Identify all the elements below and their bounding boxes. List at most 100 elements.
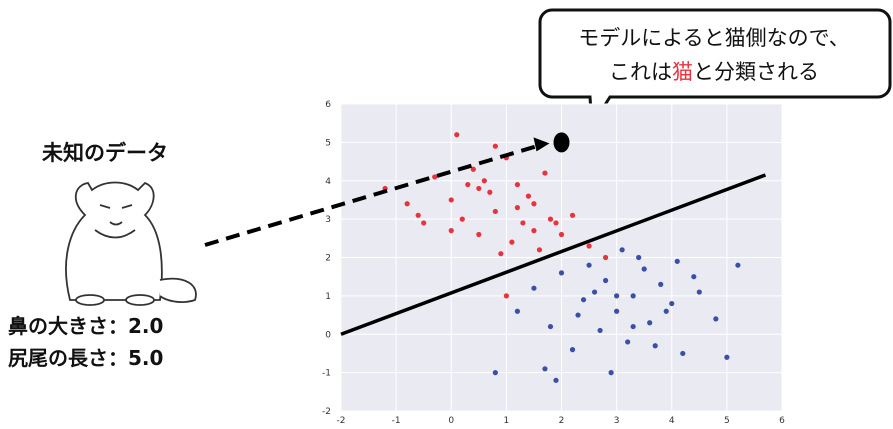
data-point <box>492 208 498 215</box>
data-point <box>696 289 702 295</box>
bubble-text: と分類される <box>693 60 819 84</box>
bubble-line1: モデルによると猫側なので、 <box>578 26 850 50</box>
data-point <box>558 231 565 238</box>
y-tick-label: 1 <box>325 292 331 302</box>
data-point <box>614 293 620 299</box>
x-tick-label: 1 <box>504 416 510 426</box>
data-point <box>603 254 609 261</box>
new-point <box>553 132 570 153</box>
arrow <box>204 143 541 247</box>
data-point <box>569 212 576 218</box>
data-point <box>514 181 521 188</box>
data-point <box>487 189 493 195</box>
data-point <box>415 212 421 218</box>
bubble-text: これは <box>609 60 672 84</box>
data-point <box>674 258 680 264</box>
data-point <box>432 174 438 180</box>
cat-illustration <box>65 181 197 306</box>
y-tick-label: 6 <box>325 100 331 110</box>
y-tick-label: -2 <box>322 407 331 417</box>
data-point <box>470 166 476 172</box>
data-point <box>603 277 609 284</box>
y-tick-label: -1 <box>322 369 331 379</box>
data-point <box>735 262 741 268</box>
data-point <box>465 181 471 188</box>
data-point <box>531 201 537 207</box>
scatter-plot: -2 -1 0 1 2 3 4 5 6 -2 -1 0 1 2 3 4 5 6 <box>322 100 785 426</box>
data-point <box>553 377 559 383</box>
data-point <box>481 178 487 184</box>
data-point <box>531 228 537 234</box>
data-point <box>514 205 521 211</box>
data-point <box>553 220 559 226</box>
y-tick-label: 5 <box>325 138 331 148</box>
data-point <box>514 308 521 314</box>
data-point <box>448 228 454 234</box>
data-point <box>625 339 631 345</box>
data-point <box>448 197 454 203</box>
data-point <box>459 216 465 222</box>
x-tick-label: 2 <box>559 416 565 426</box>
data-point <box>542 170 548 176</box>
x-tick-label: -2 <box>337 416 346 426</box>
unknown-label: 未知のデータ <box>42 141 168 165</box>
data-point <box>597 327 603 334</box>
data-point <box>492 143 498 149</box>
data-point <box>520 220 526 226</box>
y-tick-label: 4 <box>325 177 331 187</box>
data-point <box>691 274 697 280</box>
decision-boundary <box>340 173 767 336</box>
data-point <box>575 312 581 318</box>
data-point <box>713 316 719 322</box>
bubble-line2: これは猫と分類される <box>609 60 819 84</box>
data-point <box>421 220 427 226</box>
y-tick-label: 2 <box>325 254 331 264</box>
data-point <box>542 366 548 372</box>
data-point <box>580 297 587 303</box>
data-point <box>663 308 669 314</box>
data-point <box>531 285 537 291</box>
data-point <box>680 350 686 357</box>
data-point <box>652 343 658 349</box>
data-point <box>547 323 554 330</box>
data-point <box>509 239 515 245</box>
data-point <box>503 293 509 299</box>
data-point <box>454 132 460 138</box>
data-point <box>641 266 647 272</box>
data-point <box>647 320 653 326</box>
x-tick-label: 0 <box>448 416 454 426</box>
x-tick-label: 3 <box>614 416 620 426</box>
data-point <box>476 185 482 192</box>
data-point <box>630 293 636 299</box>
data-point <box>724 354 730 360</box>
x-tick-label: -1 <box>392 416 401 426</box>
data-point <box>614 308 620 314</box>
x-tick-label: 4 <box>669 416 675 426</box>
data-point <box>630 323 636 330</box>
data-point <box>404 201 410 207</box>
data-point <box>492 370 498 376</box>
feature-nose: 鼻の大きさ：2.0 <box>8 314 163 338</box>
feature-tail: 尻尾の長さ：5.0 <box>8 346 163 370</box>
bubble-highlight: 猫 <box>672 60 693 84</box>
data-point <box>498 251 504 257</box>
data-point <box>525 193 532 199</box>
x-tick-label: 5 <box>724 416 730 426</box>
y-tick-label: 0 <box>325 330 331 340</box>
data-point <box>591 289 598 295</box>
data-point <box>586 243 592 249</box>
data-point <box>619 247 625 253</box>
y-tick-label: 3 <box>325 215 331 225</box>
data-point <box>558 270 565 276</box>
data-point <box>586 262 592 268</box>
data-point <box>569 347 576 353</box>
data-point <box>547 216 554 222</box>
x-tick-label: 6 <box>779 416 785 426</box>
data-point <box>608 370 614 376</box>
data-point <box>536 247 543 253</box>
data-point <box>476 231 482 238</box>
data-point <box>669 300 675 307</box>
data-point <box>658 281 664 287</box>
data-point <box>636 254 642 261</box>
